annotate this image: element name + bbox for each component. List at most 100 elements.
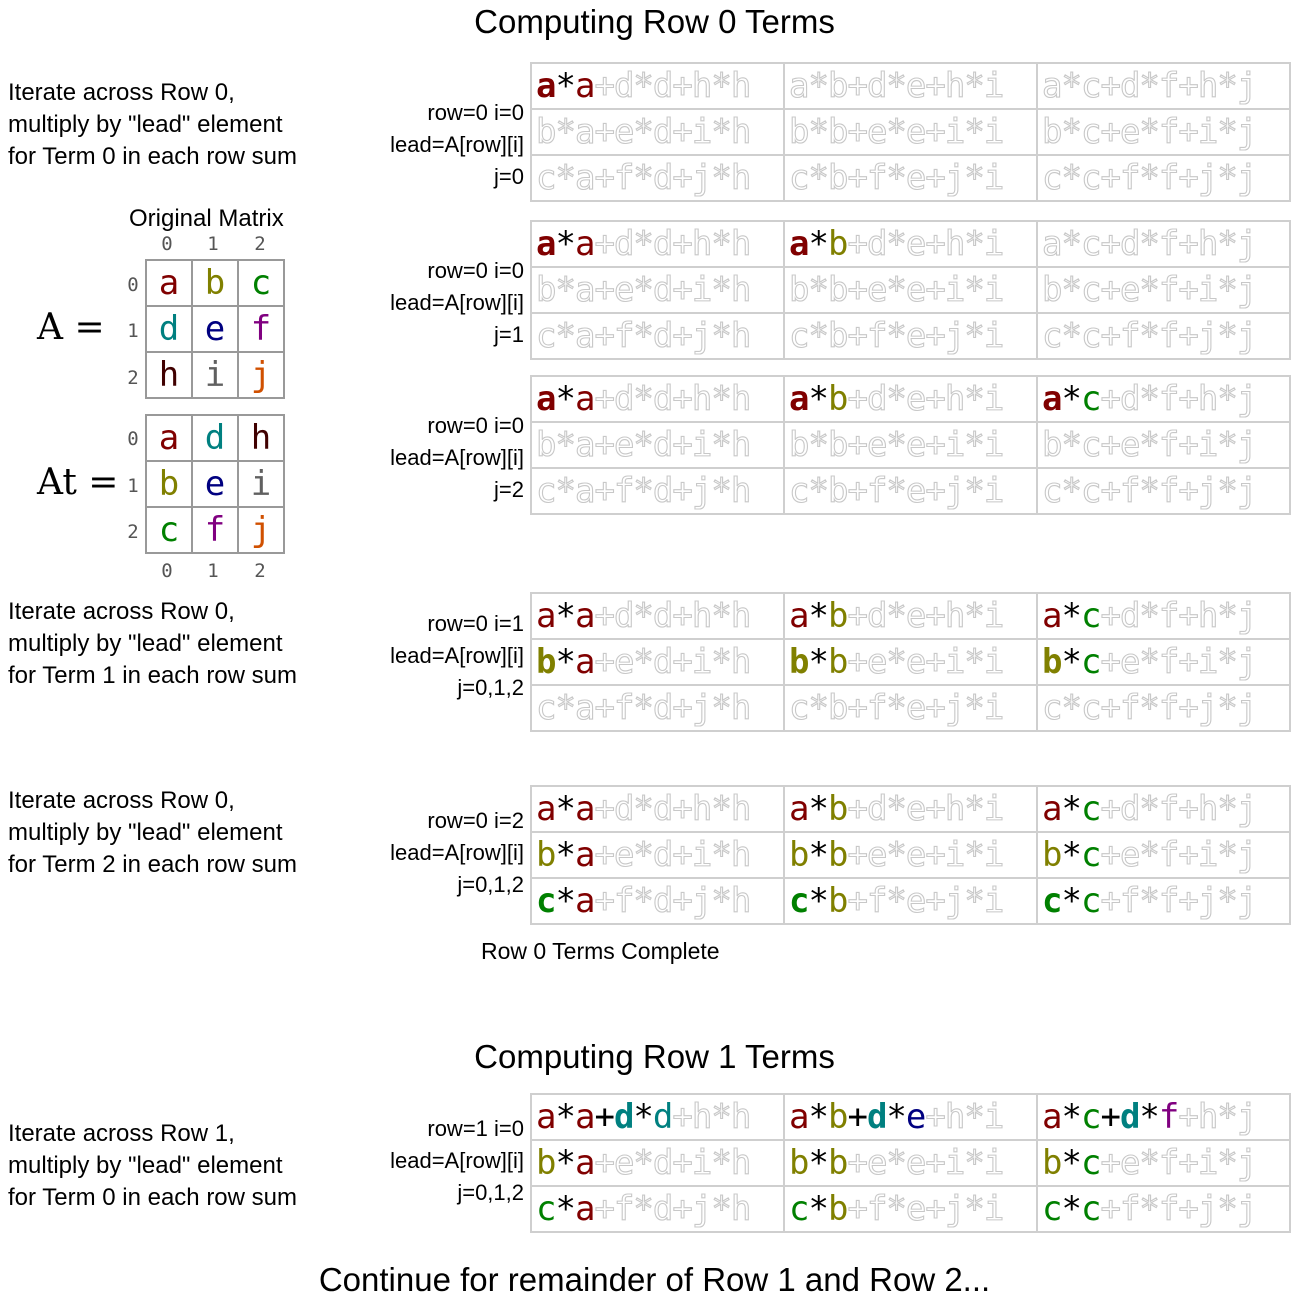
term-cell: a * c + d * f + h * j [1038,377,1291,423]
term-char: * [964,111,986,152]
term-char: + [1178,834,1200,875]
term-char: h [730,65,752,106]
description-line: Iterate across Row 0, [8,598,235,625]
term-char: c [1080,111,1102,152]
term-char: h [730,470,752,511]
step-meta-5: row=1 i=0 lead=A[row][i] j=0,1,2 [324,1113,524,1209]
term-char: b [827,1189,849,1229]
term-char: f [1158,1142,1180,1183]
term-char: a [536,1097,557,1137]
term-char: + [847,595,869,636]
term-char: j [1236,834,1258,875]
term-char: b [827,1097,849,1137]
term-char: a [574,111,596,152]
term-char: + [1100,111,1122,152]
term-char: h [730,157,752,198]
term-char: * [1061,65,1083,106]
term-char: h [730,1188,752,1229]
term-char: f [1158,378,1180,419]
term-cell: c * b + f * e + j * i [785,469,1038,515]
term-char: + [594,111,616,152]
term-char: d [652,880,674,921]
term-char: + [925,315,947,356]
term-char: + [594,315,616,356]
term-char: f [613,1188,635,1229]
term-char: d [866,1097,888,1137]
term-char: + [1100,315,1122,356]
description-term2-row0: Iterate across Row 0, multiply by "lead"… [8,785,297,881]
term-cell: c * b + f * e + j * i [785,879,1038,925]
term-char: b [788,269,810,310]
term-char: * [964,1188,986,1229]
term-char: + [847,378,869,419]
term-char: h [730,880,752,921]
term-char: * [886,834,908,875]
term-char: * [1217,269,1239,310]
term-char: c [1080,315,1102,356]
term-char: f [1158,880,1180,921]
term-char: + [1178,315,1200,356]
term-char: h [1197,788,1219,829]
term-char: c [536,1189,557,1229]
row-index: 2 [127,521,139,543]
row0-complete-note: Row 0 Terms Complete [481,938,720,964]
term-char: * [633,880,655,921]
description-line: multiply by "lead" element [8,819,283,846]
term-char: + [925,111,947,152]
term-char: j [944,687,966,728]
term-char: i [691,641,713,682]
matrix-cell: i [193,353,239,399]
term-char: + [1178,470,1200,511]
term-char: d [613,1097,635,1137]
term-char: * [633,424,655,465]
meta-line: j=0,1,2 [457,1180,524,1205]
term-char: * [1061,269,1083,310]
term-char: + [594,378,616,419]
term-char: i [1197,424,1219,465]
term-char: a [574,424,596,465]
term-char: i [983,157,1005,198]
term-cell: a * b + d * e + h * i [785,787,1038,833]
term-char: i [1197,834,1219,875]
term-cell: b * c + e * f + i * j [1038,833,1291,879]
term-char: j [691,687,713,728]
term-char: c [1080,642,1102,682]
term-char: d [1119,595,1141,636]
term-char: * [711,595,733,636]
term-char: * [711,269,733,310]
term-char: + [1100,1097,1121,1137]
term-cell: a * a + d * d + h * h [532,64,785,110]
term-char: b [827,269,849,310]
term-char: f [866,1188,888,1229]
term-char: f [1158,788,1180,829]
term-char: i [983,470,1005,511]
term-char: * [1139,470,1161,511]
term-char: + [925,1188,947,1229]
term-char: c [1080,379,1102,419]
term-char: a [574,881,596,921]
term-char: j [691,315,713,356]
term-cell: c * c + f * f + j * j [1038,156,1291,202]
term-char: e [1119,641,1141,682]
term-char: i [983,788,1005,829]
term-char: i [1197,1142,1219,1183]
term-char: h [730,378,752,419]
term-char: j [1197,315,1219,356]
col-index: 0 [161,560,173,582]
term-char: c [1041,157,1063,198]
term-char: * [1217,424,1239,465]
term-char: * [711,1188,733,1229]
matrix-cell: d [193,416,239,462]
term-char: + [847,424,869,465]
row-index: 0 [127,428,139,450]
matrix-cell: e [193,462,239,508]
term-char: * [808,835,829,875]
term-char: i [691,1142,713,1183]
term-char: a [574,470,596,511]
term-char: * [886,595,908,636]
term-char: e [1119,834,1141,875]
term-char: + [1100,424,1122,465]
term-char: e [905,687,927,728]
term-char: a [574,835,596,875]
term-cell: b * a + e * d + i * h [532,1141,785,1187]
